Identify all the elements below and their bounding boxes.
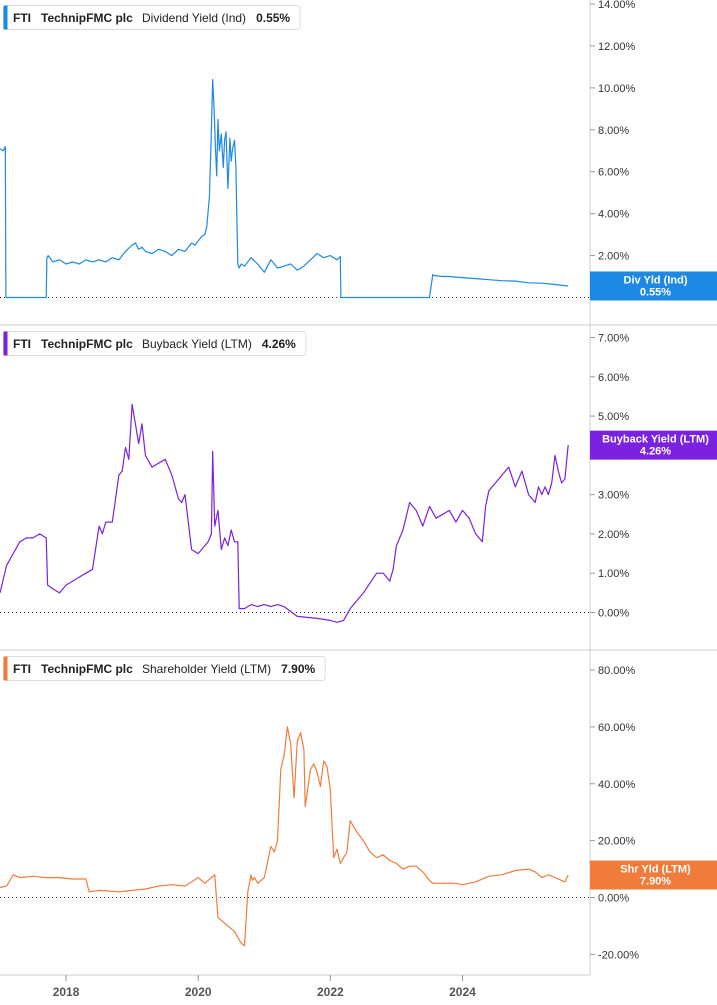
legend-color-swatch: [3, 331, 8, 356]
y-tick-label: 3.00%: [598, 490, 629, 502]
y-tick-label: 40.00%: [598, 779, 636, 791]
legend-ticker: FTI: [13, 337, 31, 351]
legend: FTI TechnipFMC plc Dividend Yield (Ind) 0.5…: [3, 5, 301, 30]
y-tick-label: 6.00%: [598, 167, 629, 179]
legend: FTI TechnipFMC plc Buyback Yield (LTM) 4.26…: [3, 331, 307, 356]
legend-company: TechnipFMC plc: [41, 662, 133, 676]
series-line-buyback: [0, 403, 569, 623]
y-tick-label: 20.00%: [598, 836, 636, 848]
legend: FTI TechnipFMC plc Shareholder Yield (LTM)…: [3, 656, 326, 681]
value-badge: Buyback Yield (LTM)4.26%: [590, 430, 717, 460]
value-badge-bg: [590, 860, 717, 890]
series-line-shareholder: [0, 726, 569, 947]
panel-shareholder: -20.00% 0.00% 20.00% 40.00% 60.00% 80.00% Shr …: [0, 656, 717, 999]
value-badge-bg: [590, 271, 717, 301]
value-badge-label: Buyback Yield (LTM): [602, 434, 709, 446]
y-tick-label: 12.00%: [598, 41, 636, 53]
y-tick-label: 80.00%: [598, 665, 636, 677]
y-tick-label: -20.00%: [598, 949, 639, 961]
y-tick-label: 60.00%: [598, 722, 636, 734]
value-badge-bg: [590, 430, 717, 460]
legend-value: 4.26%: [262, 337, 296, 351]
y-tick-label: 10.00%: [598, 83, 636, 95]
y-tick-label: 4.00%: [598, 209, 629, 221]
legend-ticker: FTI: [13, 662, 31, 676]
value-badge-label: Div Yld (Ind): [624, 274, 688, 286]
value-badge-value: 4.26%: [640, 446, 671, 458]
legend-color-swatch: [3, 5, 8, 30]
panel-buyback: 0.00%1.00%2.00%3.00%4.00%5.00%6.00%7.00%…: [0, 331, 717, 651]
legend-value: 7.90%: [281, 662, 315, 676]
y-tick-label: 2.00%: [598, 529, 629, 541]
x-tick-label: 2022: [317, 985, 344, 999]
value-badge: Shr Yld (LTM)7.90%: [590, 860, 717, 890]
y-tick-label: 7.00%: [598, 333, 629, 345]
legend-company: TechnipFMC plc: [41, 337, 133, 351]
legend-ticker: FTI: [13, 11, 31, 25]
y-tick-label: 1.00%: [598, 568, 629, 580]
legend-metric: Buyback Yield (LTM): [142, 337, 252, 351]
value-badge-value: 7.90%: [640, 876, 671, 888]
y-tick-label: 5.00%: [598, 411, 629, 423]
x-tick-label: 2018: [53, 985, 80, 999]
y-tick-label: 2.00%: [598, 251, 629, 263]
legend-company: TechnipFMC plc: [41, 11, 133, 25]
legend-value: 0.55%: [256, 11, 290, 25]
y-tick-label: 8.00%: [598, 125, 629, 137]
value-badge-value: 0.55%: [640, 286, 671, 298]
y-tick-label: 0.00%: [598, 893, 629, 905]
y-tick-label: 6.00%: [598, 372, 629, 384]
series-line-dividend: [0, 78, 569, 299]
value-badge: Div Yld (Ind)0.55%: [590, 271, 717, 301]
y-tick-label: 14.00%: [598, 0, 636, 11]
x-tick-label: 2020: [185, 985, 212, 999]
legend-color-swatch: [3, 656, 8, 681]
legend-metric: Shareholder Yield (LTM): [142, 662, 271, 676]
y-tick-label: 0.00%: [598, 608, 629, 620]
x-tick-label: 2024: [449, 985, 476, 999]
value-badge-label: Shr Yld (LTM): [620, 864, 691, 876]
legend-metric: Dividend Yield (Ind): [142, 11, 246, 25]
panel-dividend: 2.00% 4.00% 6.00% 8.00% 10.00% 12.00% 14.00% Di…: [0, 0, 717, 326]
